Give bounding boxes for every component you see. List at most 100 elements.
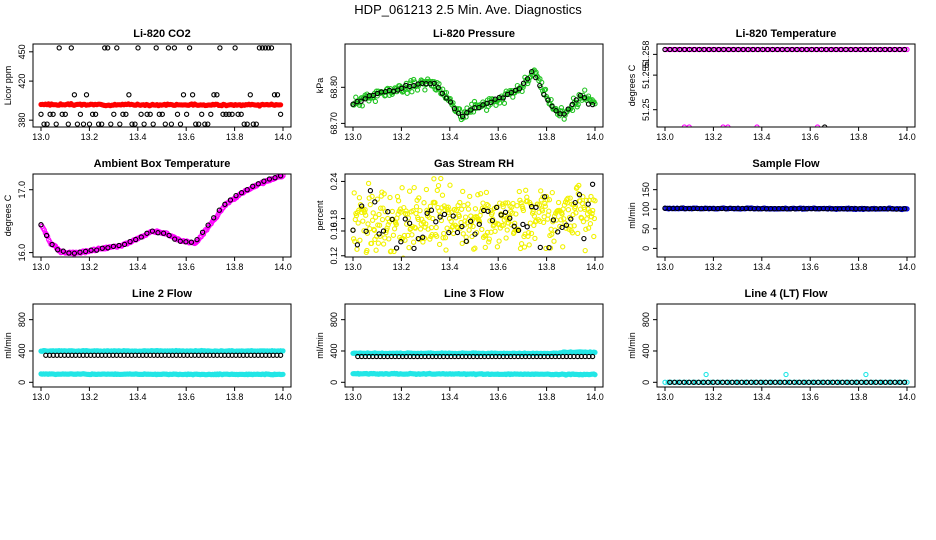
data-point <box>180 92 187 98</box>
y-tick-label: 400 <box>17 343 27 358</box>
data-point <box>794 379 800 385</box>
data-point <box>589 353 596 360</box>
data-point <box>47 111 53 117</box>
y-tick-label: 800 <box>329 312 339 327</box>
data-point <box>238 111 244 117</box>
data-point <box>483 189 490 196</box>
data-point <box>863 371 869 378</box>
data-point <box>382 208 388 215</box>
x-tick-label: 13.6 <box>801 392 819 402</box>
data-point <box>183 239 189 245</box>
plot-frame <box>656 303 916 388</box>
plot-frame <box>656 43 916 128</box>
data-point <box>879 379 886 385</box>
data-point <box>497 200 503 206</box>
data-point <box>371 227 378 233</box>
data-point <box>772 379 778 385</box>
x-tick-label: 13.2 <box>705 392 723 402</box>
panel-title: Line 4 (LT) Flow <box>745 288 828 300</box>
data-point <box>750 46 756 53</box>
data-point <box>854 379 860 385</box>
y-axis-label: degrees C <box>627 64 637 106</box>
data-point <box>280 371 286 377</box>
data-point <box>582 247 588 254</box>
x-tick-label: 13.0 <box>344 392 362 402</box>
x-tick-label: 13.2 <box>81 132 99 142</box>
data-point <box>559 211 565 217</box>
data-point <box>667 379 673 385</box>
y-tick-label: 400 <box>329 343 339 358</box>
data-point <box>734 379 740 385</box>
data-point <box>877 379 884 385</box>
data-point <box>153 45 159 51</box>
y-tick-label: 800 <box>17 312 27 327</box>
data-point <box>127 238 133 245</box>
data-point <box>66 250 72 256</box>
data-point <box>726 379 732 385</box>
data-point <box>447 182 453 188</box>
data-point <box>431 80 437 87</box>
data-point <box>760 379 766 385</box>
data-point <box>411 184 417 191</box>
data-point <box>741 379 748 385</box>
data-point <box>193 121 199 127</box>
data-point <box>494 204 500 211</box>
data-point <box>769 379 775 385</box>
data-point <box>368 240 375 247</box>
data-point <box>592 101 598 107</box>
data-point <box>485 208 491 214</box>
data-point <box>716 46 722 53</box>
data-point <box>501 222 507 228</box>
data-point <box>114 45 120 51</box>
data-point <box>857 46 864 53</box>
data-point <box>520 221 526 228</box>
data-point <box>887 379 893 385</box>
data-point <box>108 121 114 127</box>
data-point <box>44 233 51 240</box>
data-point <box>141 121 147 127</box>
data-point <box>44 121 50 127</box>
data-point <box>538 188 544 194</box>
data-point <box>420 234 426 240</box>
data-point <box>511 223 517 229</box>
data-point <box>901 46 908 53</box>
data-point <box>691 46 697 53</box>
data-point <box>381 191 387 197</box>
plot-area <box>662 205 910 213</box>
data-point <box>277 352 284 358</box>
data-point <box>820 379 826 385</box>
data-point <box>806 379 812 385</box>
data-point <box>539 208 546 214</box>
data-point <box>692 379 699 385</box>
data-point <box>168 121 175 127</box>
panel-5: Sample Flow 13.0 13.2 13.4 13.6 13.8 14.0 0 50 10… <box>627 158 916 272</box>
data-point <box>223 111 229 117</box>
panel-title: Li-820 CO2 <box>133 28 190 40</box>
data-point <box>205 222 211 228</box>
data-point <box>813 46 820 53</box>
data-point <box>467 193 473 200</box>
y-tick-label: 100 <box>641 202 651 217</box>
data-point <box>754 124 760 127</box>
y-tick-label: 380 <box>17 113 27 128</box>
data-point <box>274 92 281 98</box>
data-point <box>486 239 492 245</box>
data-point <box>367 201 373 208</box>
data-point <box>67 249 73 255</box>
data-point <box>361 209 368 215</box>
data-point <box>363 228 369 234</box>
data-point <box>155 230 161 236</box>
data-point <box>494 244 501 250</box>
data-point <box>385 222 391 228</box>
panel-1: Li-820 Pressure 13.0 13.2 13.4 13.6 13.8 14.0 6… <box>315 28 604 142</box>
data-point <box>259 45 266 51</box>
plot-area <box>350 175 598 257</box>
data-point <box>133 236 139 243</box>
data-point <box>814 124 821 127</box>
data-point <box>442 235 449 241</box>
plot-frame <box>32 43 292 128</box>
data-point <box>395 198 402 204</box>
data-point <box>423 221 429 227</box>
data-point <box>415 235 421 242</box>
y-tick-label: 17.0 <box>17 181 27 199</box>
